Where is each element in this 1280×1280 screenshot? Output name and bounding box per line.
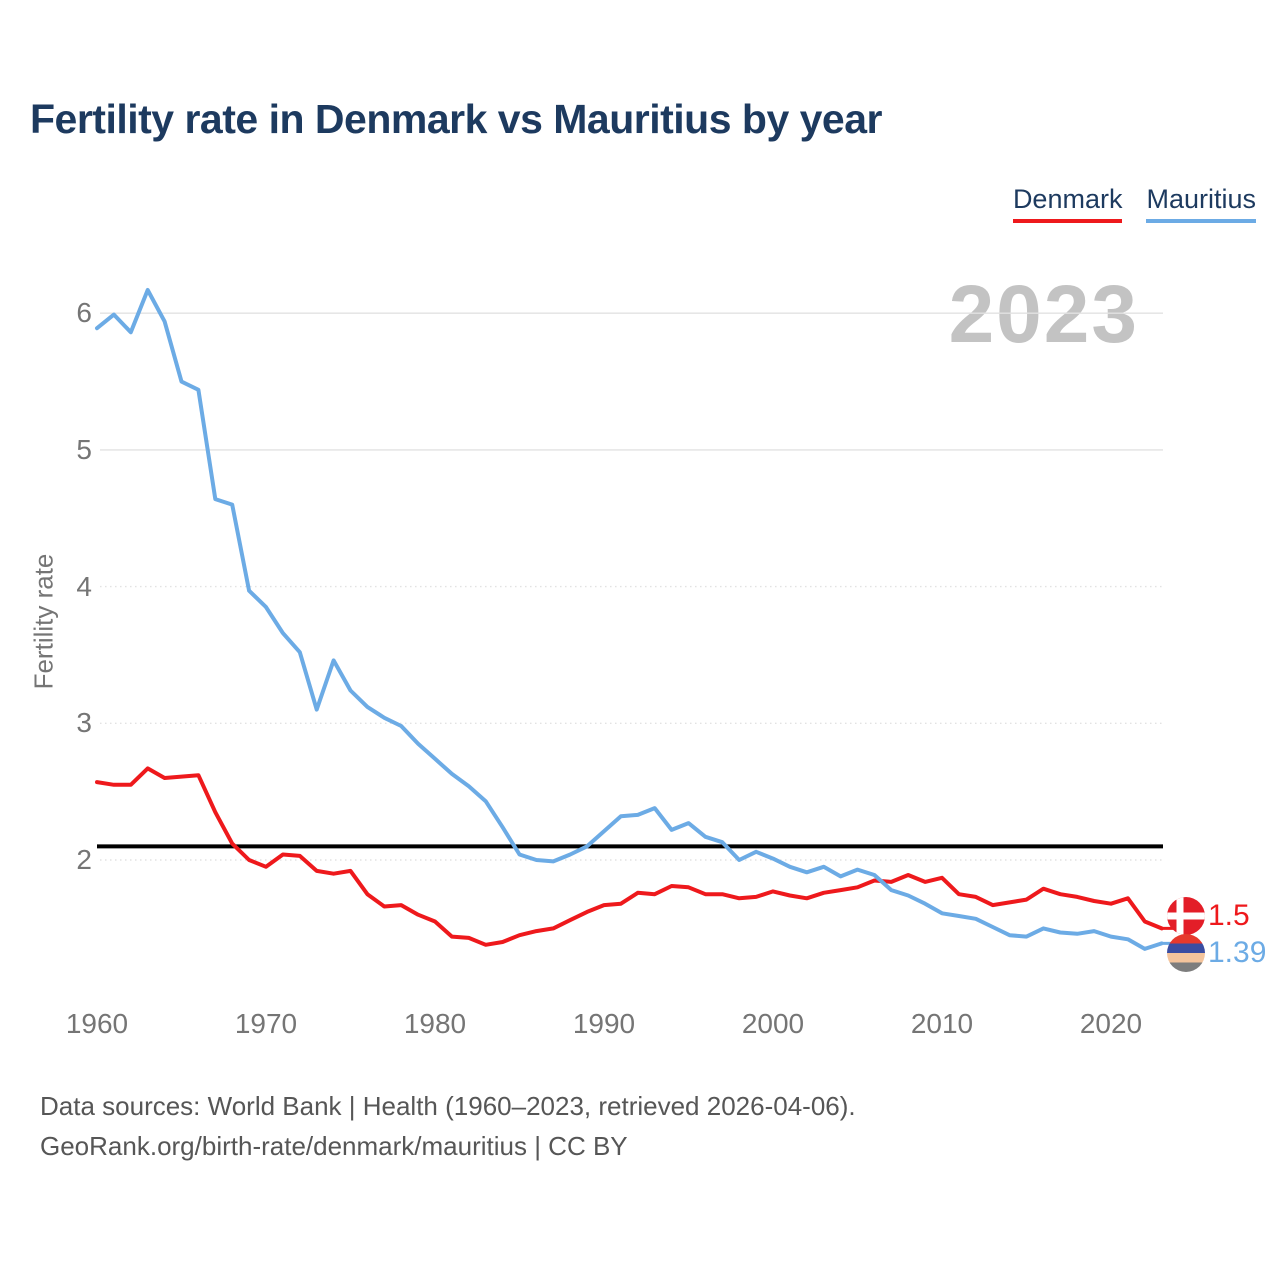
x-tick-1970: 1970: [234, 1008, 298, 1039]
denmark-flag-icon: [1167, 897, 1205, 935]
y-tick-4: 4: [76, 570, 92, 602]
y-tick-3: 3: [76, 707, 92, 739]
series-line-denmark: [95, 766, 1164, 947]
legend: Denmark Mauritius: [1012, 184, 1256, 223]
year-watermark: 2023: [948, 269, 1139, 360]
legend-item-mauritius[interactable]: Mauritius: [1146, 184, 1256, 223]
y-tick-5: 5: [76, 433, 92, 465]
x-tick-2000: 2000: [741, 1008, 805, 1039]
denmark-end-value: 1.5: [1208, 899, 1250, 932]
x-tick-1990: 1990: [572, 1008, 636, 1039]
legend-item-denmark[interactable]: Denmark: [1012, 184, 1123, 223]
legend-label-denmark: Denmark: [1012, 184, 1123, 214]
mauritius-end-value: 1.39: [1208, 936, 1267, 969]
y-axis-title: Fertility rate: [28, 553, 59, 690]
x-tick-2020: 2020: [1079, 1008, 1143, 1039]
series-line-mauritius: [95, 288, 1164, 951]
y-tick-6: 6: [76, 297, 92, 329]
mauritius-flag-icon: [1167, 934, 1205, 972]
page-title: Fertility rate in Denmark vs Mauritius b…: [30, 96, 883, 142]
footer: Data sources: World Bank | Health (1960–…: [40, 1086, 856, 1166]
footer-sources: Data sources: World Bank | Health (1960–…: [40, 1091, 856, 1121]
footer-attribution: GeoRank.org/birth-rate/denmark/mauritius…: [40, 1131, 628, 1161]
x-tick-1980: 1980: [403, 1008, 467, 1039]
legend-label-mauritius: Mauritius: [1146, 184, 1256, 214]
x-tick-1960: 1960: [65, 1008, 129, 1039]
x-tick-2010: 2010: [910, 1008, 974, 1039]
y-tick-2: 2: [76, 844, 92, 875]
